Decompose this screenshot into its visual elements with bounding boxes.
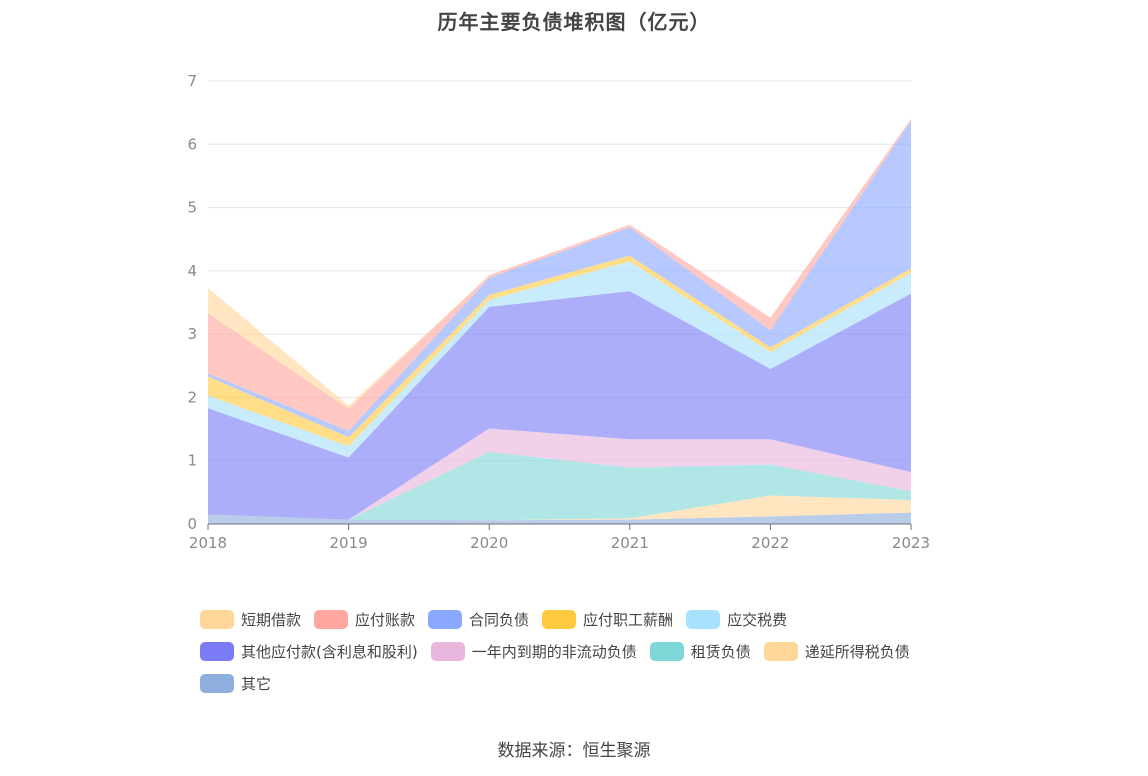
area-series-2[interactable] <box>208 451 911 521</box>
legend-item[interactable]: 租赁负债 <box>649 641 751 662</box>
area-series-4[interactable] <box>208 291 911 520</box>
legend-label: 应付账款 <box>355 610 416 629</box>
y-tick-label: 3 <box>187 325 197 343</box>
legend-swatch <box>686 609 721 629</box>
x-tick-label: 2023 <box>892 534 930 552</box>
y-tick-label: 0 <box>187 515 197 533</box>
legend-label: 租赁负债 <box>690 642 751 661</box>
legend-item[interactable]: 合同负债 <box>428 609 529 630</box>
legend-label: 应付职工薪酬 <box>583 610 674 629</box>
area-series-7[interactable] <box>208 120 911 438</box>
area-series-group <box>208 118 911 524</box>
legend-item[interactable]: 应付职工薪酬 <box>542 609 673 630</box>
legend-label: 一年内到期的非流动负债 <box>471 642 637 661</box>
legend-item[interactable]: 其他应付款(含利息和股利) <box>200 641 418 662</box>
x-tick-label: 2019 <box>330 534 368 552</box>
legend-swatch <box>542 609 577 629</box>
area-series-8[interactable] <box>208 118 911 431</box>
legend-item[interactable]: 应交税费 <box>686 609 787 630</box>
y-tick-label: 4 <box>187 262 197 280</box>
legend-row: 其他应付款(含利息和股利) 一年内到期的非流动负债 租赁负债 递延所得税负债 <box>200 635 980 667</box>
x-tick-label: 2022 <box>751 534 789 552</box>
legend-label: 合同负债 <box>469 610 530 629</box>
legend-label: 其他应付款(含利息和股利) <box>241 642 418 661</box>
legend-row: 短期借款 应付账款 合同负债 应付职工薪酬 应交税费 <box>200 603 980 635</box>
legend-label: 短期借款 <box>241 610 302 629</box>
area-series-6[interactable] <box>208 255 911 447</box>
legend-item[interactable]: 一年内到期的非流动负债 <box>430 641 637 662</box>
legend-label: 应交税费 <box>727 610 788 629</box>
legend-swatch <box>430 641 465 661</box>
area-series-5[interactable] <box>208 261 911 458</box>
x-tick-label: 2021 <box>611 534 649 552</box>
legend-swatch <box>649 641 684 661</box>
legend-swatch <box>314 609 349 629</box>
y-tick-label: 6 <box>187 135 197 153</box>
axes: 0 1 2 3 4 5 6 7 2018 2019 2020 2021 2022 2023 <box>187 72 930 552</box>
x-tick-label: 2018 <box>189 534 227 552</box>
legend-swatch <box>200 641 234 661</box>
legend: 短期借款 应付账款 合同负债 应付职工薪酬 应交税费其他应付款(含利息和股利) 一年内到期… <box>200 603 980 699</box>
legend-swatch <box>428 609 463 629</box>
area-series-1[interactable] <box>208 495 911 521</box>
legend-item[interactable]: 递延所得税负债 <box>763 641 910 662</box>
source-note: 数据来源：恒生聚源 <box>497 741 651 761</box>
legend-swatch <box>200 609 234 629</box>
legend-swatch <box>763 641 798 661</box>
y-tick-label: 2 <box>187 388 197 406</box>
y-tick-label: 1 <box>187 452 197 470</box>
x-tick-label: 2020 <box>470 534 508 552</box>
y-tick-label: 7 <box>187 72 197 90</box>
y-tick-label: 5 <box>187 199 197 217</box>
legend-swatch <box>200 673 234 693</box>
legend-item[interactable]: 短期借款 <box>200 609 301 630</box>
area-series-0[interactable] <box>208 512 911 524</box>
legend-item[interactable]: 其它 <box>200 673 271 694</box>
legend-label: 其它 <box>241 674 272 693</box>
legend-item[interactable]: 应付账款 <box>314 609 415 630</box>
chart-title: 历年主要负债堆积图（亿元） <box>437 10 711 34</box>
area-series-3[interactable] <box>208 428 911 520</box>
legend-row: 其它 <box>200 667 980 699</box>
legend-label: 递延所得税负债 <box>804 642 910 661</box>
